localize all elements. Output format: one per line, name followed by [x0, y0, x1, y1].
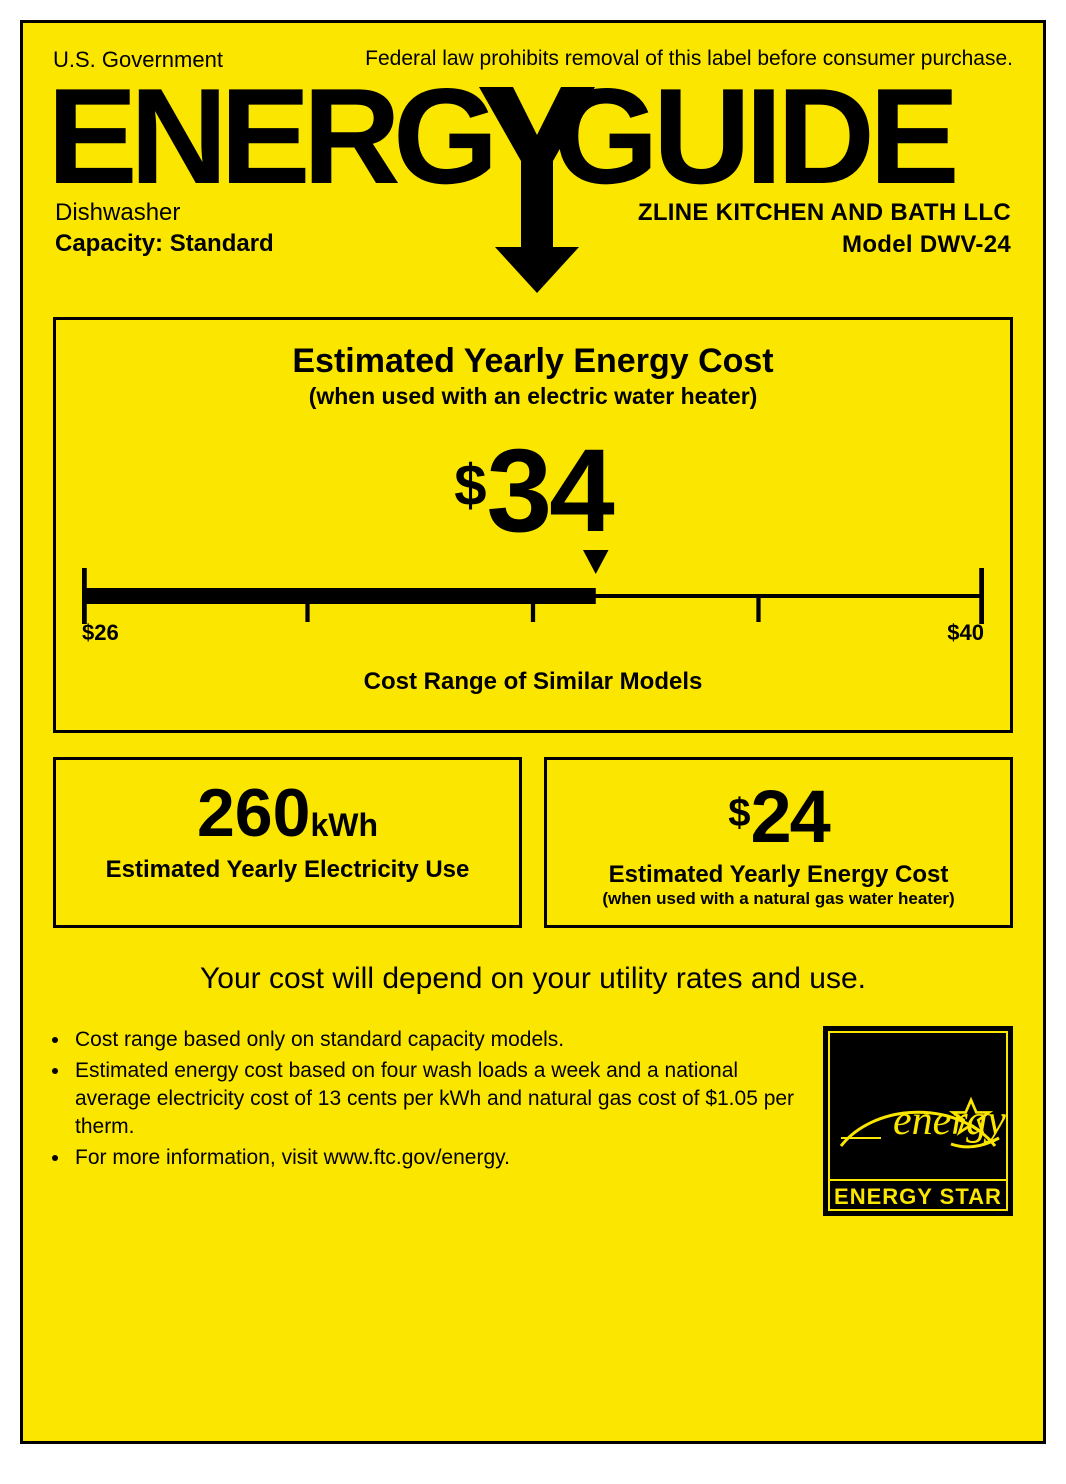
pointer-icon [583, 550, 609, 574]
gov-text: U.S. Government [53, 47, 223, 73]
scale-axis [82, 546, 984, 626]
gas-amount: 24 [750, 775, 828, 858]
gas-label: Estimated Yearly Energy Cost [557, 861, 1000, 889]
energy-star-text: ENERGY STAR [823, 1184, 1013, 1210]
kwh-line: 260kWh [66, 774, 509, 852]
energyguide-logo: ENERG GUIDE [47, 75, 1023, 315]
title-text-right: GUIDE [553, 75, 955, 212]
kwh-label: Estimated Yearly Electricity Use [66, 856, 509, 884]
cost-currency: $ [454, 453, 486, 518]
kwh-box: 260kWh Estimated Yearly Electricity Use [53, 757, 522, 928]
product-capacity: Capacity: Standard [55, 228, 274, 259]
manufacturer: ZLINE KITCHEN AND BATH LLC [638, 197, 1011, 229]
footnote-item: Cost range based only on standard capaci… [71, 1026, 805, 1054]
energyguide-label: U.S. Government Federal law prohibits re… [20, 20, 1046, 1444]
footnote-list: Cost range based only on standard capaci… [53, 1026, 805, 1174]
footnote-item: For more information, visit www.ftc.gov/… [71, 1144, 805, 1172]
gas-box: $24 Estimated Yearly Energy Cost (when u… [544, 757, 1013, 928]
footer-row: Cost range based only on standard capaci… [53, 1026, 1013, 1216]
scale-min: $26 [82, 620, 119, 646]
gas-value-line: $24 [557, 774, 1000, 859]
cost-value: $34 [82, 438, 984, 544]
gas-currency: $ [728, 791, 750, 835]
cost-amount: 34 [487, 425, 612, 557]
two-box-row: 260kWh Estimated Yearly Electricity Use … [53, 757, 1013, 928]
cost-box: Estimated Yearly Energy Cost (when used … [53, 317, 1013, 733]
kwh-value: 260 [197, 774, 310, 852]
product-left: Dishwasher Capacity: Standard [55, 197, 274, 262]
header-row: U.S. Government Federal law prohibits re… [53, 47, 1013, 73]
depend-line: Your cost will depend on your utility ra… [53, 962, 1013, 996]
gas-sublabel: (when used with a natural gas water heat… [557, 889, 1000, 909]
model-number: Model DWV-24 [638, 229, 1011, 261]
product-right: ZLINE KITCHEN AND BATH LLC Model DWV-24 [638, 197, 1011, 262]
scale-caption: Cost Range of Similar Models [82, 668, 984, 696]
kwh-unit: kWh [310, 807, 378, 843]
title-block: ENERG GUIDE Dishwasher Capacity: Standar… [53, 79, 1013, 299]
scale-max: $40 [947, 620, 984, 646]
footnote-item: Estimated energy cost based on four wash… [71, 1057, 805, 1142]
legal-text: Federal law prohibits removal of this la… [365, 47, 1013, 73]
energy-star-logo: energy ENERGY STAR [823, 1026, 1013, 1216]
cost-scale: $26 $40 [82, 546, 984, 666]
product-type: Dishwasher [55, 197, 274, 228]
title-text-left: ENERG [47, 75, 491, 212]
product-row: Dishwasher Capacity: Standard ZLINE KITC… [53, 197, 1013, 262]
energy-script: energy [893, 1098, 1006, 1144]
cost-title: Estimated Yearly Energy Cost [82, 342, 984, 381]
cost-subtitle: (when used with an electric water heater… [82, 383, 984, 410]
